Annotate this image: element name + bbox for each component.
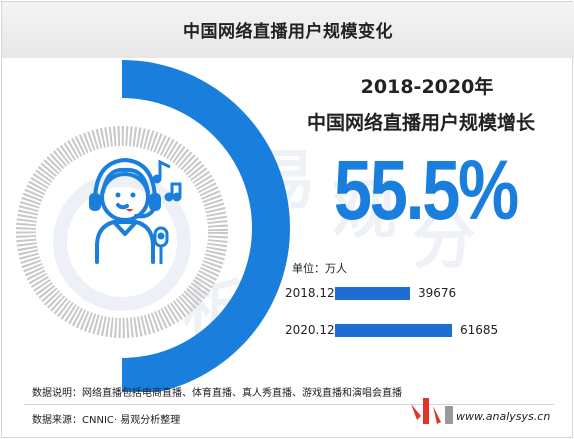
bar-category-label: 2020.12 [285, 323, 335, 337]
bar-value-label: 61685 [460, 323, 499, 337]
bar-value-label: 39676 [418, 286, 457, 300]
chart-title: 中国网络直播用户规模变化 [183, 22, 393, 42]
header-band: 中国网络直播用户规模变化 [2, 2, 574, 58]
growth-arc [122, 60, 290, 392]
bar-category-label: 2018.12 [285, 286, 335, 300]
period-label: 2018-2020年 [360, 76, 494, 98]
data-note: 数据说明：网络直播包括电商直播、体育直播、真人秀直播、游戏直播和演唱会直播 [32, 388, 402, 399]
bar [335, 287, 410, 300]
footer-divider [24, 404, 554, 405]
growth-subtitle: 中国网络直播用户规模增长 [306, 112, 535, 134]
headset-user-icon [89, 158, 161, 264]
data-source: 数据来源：CNNIC· 易观分析整理 [32, 415, 181, 426]
brand-logo [411, 398, 453, 424]
microphone-icon [153, 226, 169, 264]
growth-percentage: 55.5% [333, 143, 519, 237]
svg-text:分: 分 [412, 204, 476, 278]
svg-text:观: 观 [332, 174, 396, 248]
dashed-ring [16, 126, 228, 338]
bar [335, 324, 452, 337]
site-url: www.analysys.cn [456, 410, 551, 423]
music-note-icon [152, 159, 182, 202]
unit-label: 单位：万人 [292, 262, 347, 275]
decor-graphic [16, 60, 290, 392]
